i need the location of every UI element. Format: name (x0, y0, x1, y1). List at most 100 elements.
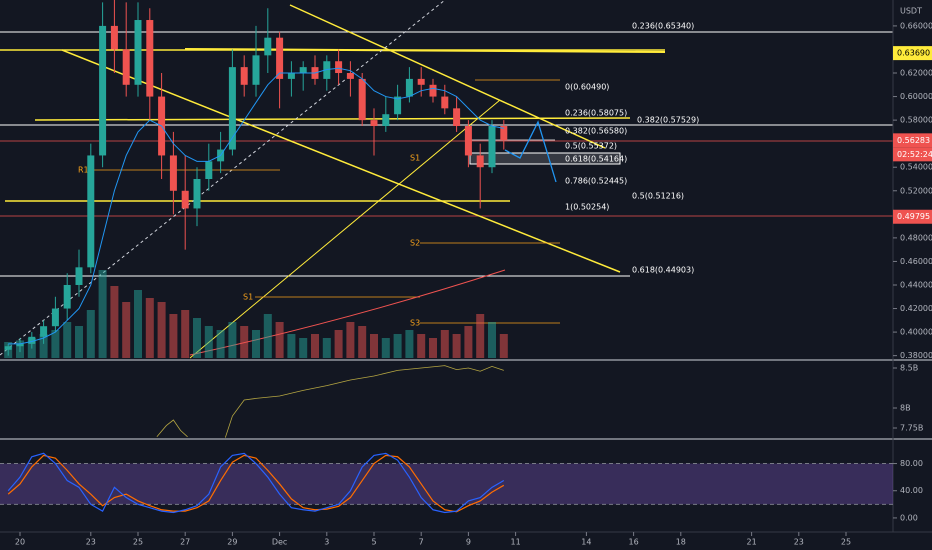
volume-bar (51, 330, 60, 358)
trend-line (61, 49, 621, 273)
fib-label: 1(0.50254) (565, 203, 609, 212)
fib-label: 0(0.60490) (565, 83, 609, 92)
volume-bar (464, 326, 473, 358)
countdown-tag (893, 147, 932, 162)
candle-body (169, 155, 177, 191)
candle-body (87, 155, 95, 268)
x-tick-label: 25 (133, 538, 143, 547)
fib-label: 0.618(0.54164) (565, 155, 627, 164)
volume-bar (181, 310, 190, 358)
volume-bar (157, 302, 166, 358)
trend-line (289, 4, 606, 149)
x-tick-label: Dec (272, 538, 287, 547)
candle-body (63, 284, 71, 309)
fib-label: 0.5(0.51216) (632, 192, 684, 201)
x-tick-label: 27 (180, 538, 190, 547)
candle-body (193, 179, 201, 209)
volume-bar (334, 330, 343, 358)
pivot-label: R1 (78, 166, 89, 175)
volume-bar (488, 322, 496, 358)
volume-bar (145, 298, 154, 358)
candle-body (146, 20, 154, 97)
y-tick-label: 0.54000 (900, 163, 932, 172)
candle-body (134, 20, 142, 85)
candle-body (276, 37, 284, 79)
y-tick-label: 0.62000 (900, 69, 932, 78)
pivot-label: S3 (410, 319, 420, 328)
pivot-label: S1 (410, 154, 420, 163)
volume-bar (346, 322, 355, 358)
projection-arrow (504, 120, 557, 183)
y-tick-label: 0.40000 (900, 328, 932, 337)
candle-body (264, 37, 272, 56)
candle-body (453, 108, 461, 127)
candle-body (464, 126, 472, 156)
fib-labels: 0.236(0.65340) 0(0.60490) 0.236(0.58075)… (78, 22, 699, 328)
fib-label: 0.5(0.55372) (565, 142, 617, 151)
candle-body (323, 61, 331, 79)
pivot-label: S2 (410, 239, 420, 248)
obv-line (156, 365, 504, 438)
y-tick-label: 0.42000 (900, 304, 932, 313)
y-tick-label: 80.00 (900, 459, 923, 468)
y-tick-label: 0.38000 (900, 351, 932, 360)
candle-body (181, 190, 189, 209)
y-tick-label: 0.58000 (900, 116, 932, 125)
volume-bar (204, 326, 213, 358)
candle-body (299, 67, 307, 74)
volume-bar (228, 322, 237, 358)
volume-bar (476, 314, 485, 358)
volume-bar (393, 334, 402, 358)
trend-line (0, 0, 446, 356)
candle-body (500, 126, 508, 141)
y-tick-label: 8.5B (900, 364, 918, 373)
candle-body (405, 78, 413, 97)
stoch-k (7, 452, 505, 514)
candle-body (228, 67, 236, 150)
y-tick-label: 8B (900, 404, 911, 413)
fib-label: 0.382(0.57529) (637, 116, 699, 125)
candle-body (476, 155, 484, 168)
price-tag-label: 0.63690 (897, 49, 930, 58)
candle-body (429, 84, 437, 97)
y-tick-label: 7.75B (900, 424, 923, 433)
volume-bar (263, 314, 272, 358)
volume-bar (429, 338, 437, 358)
price-tag (893, 133, 932, 148)
volume-bar (98, 270, 107, 358)
volume-bar (193, 318, 201, 358)
candle-body (335, 61, 343, 74)
countdown: 02:52:24 (897, 150, 932, 159)
volume-bar (169, 314, 178, 358)
candle-body (394, 96, 402, 115)
x-tick-label: 9 (466, 538, 471, 547)
candle-body (417, 78, 425, 85)
candle-body (287, 73, 295, 79)
volume-bar (134, 290, 142, 358)
stoch-band (0, 463, 893, 505)
fib-label: 0.618(0.44903) (632, 266, 694, 275)
volume-bar (440, 330, 449, 358)
y-tick-label: 0.46000 (900, 257, 932, 266)
x-tick-label: 23 (86, 538, 96, 547)
volume-bar (322, 338, 331, 358)
x-tick-label: 11 (511, 538, 521, 547)
candle-body (28, 336, 36, 344)
volume-bar (299, 338, 308, 358)
y-tick-label: 0.44000 (900, 280, 932, 289)
candle-body (51, 308, 59, 327)
volume-bar (358, 326, 367, 358)
candle-body (382, 114, 390, 127)
x-tick-label: 25 (841, 538, 851, 547)
volume-bar (405, 330, 414, 358)
pivot-label: S1 (243, 293, 253, 302)
y-tick-label: 40.00 (900, 486, 923, 495)
fib-label: 0.236(0.58075) (565, 109, 627, 118)
fib-label: 0.236(0.65340) (632, 22, 694, 31)
trend-line (189, 99, 501, 359)
candle-body (122, 49, 130, 85)
volume-bar (275, 322, 284, 358)
x-tick-label: 18 (676, 538, 686, 547)
price-tag-label: 0.49795 (897, 212, 930, 221)
